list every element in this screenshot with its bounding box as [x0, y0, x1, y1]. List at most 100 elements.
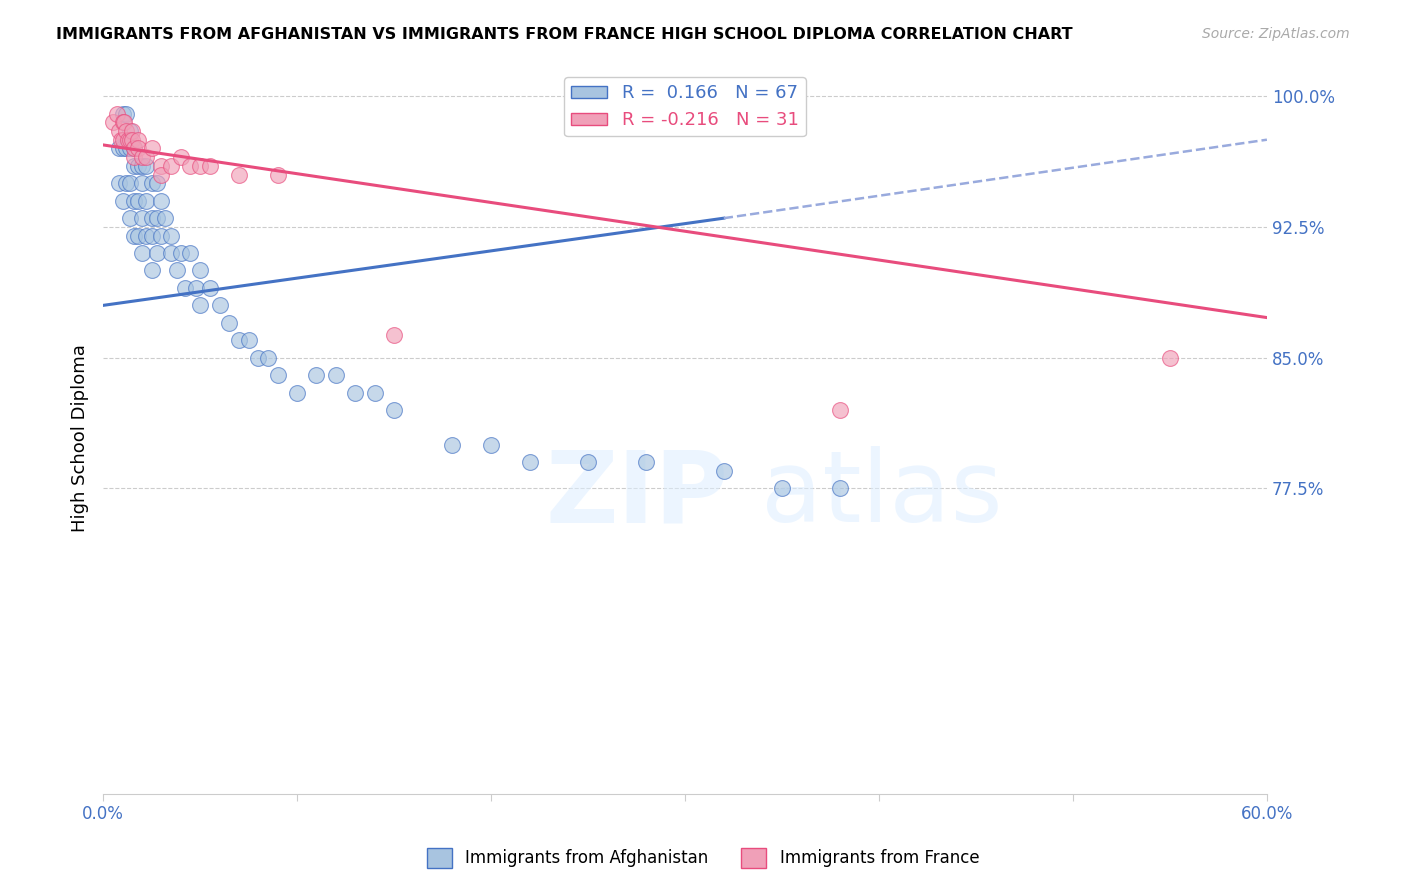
Point	[131, 159, 153, 173]
Point	[122, 141, 145, 155]
Point	[141, 141, 163, 155]
Point	[122, 150, 145, 164]
Point	[160, 159, 183, 173]
Point	[141, 211, 163, 226]
Point	[150, 228, 173, 243]
Point	[115, 124, 138, 138]
Point	[170, 246, 193, 260]
Point	[107, 141, 129, 155]
Point	[770, 482, 793, 496]
Point	[170, 150, 193, 164]
Point	[122, 141, 145, 155]
Point	[173, 281, 195, 295]
Point	[121, 124, 143, 138]
Point	[519, 455, 541, 469]
Point	[179, 159, 201, 173]
Point	[257, 351, 280, 365]
Point	[135, 150, 157, 164]
Point	[150, 159, 173, 173]
Point	[122, 228, 145, 243]
Point	[153, 211, 176, 226]
Point	[830, 403, 852, 417]
Point	[131, 246, 153, 260]
Point	[120, 133, 142, 147]
Point	[120, 176, 142, 190]
Point	[150, 168, 173, 182]
Point	[141, 263, 163, 277]
Point	[110, 133, 132, 147]
Point	[127, 133, 149, 147]
Point	[120, 141, 142, 155]
Point	[713, 464, 735, 478]
Text: IMMIGRANTS FROM AFGHANISTAN VS IMMIGRANTS FROM FRANCE HIGH SCHOOL DIPLOMA CORREL: IMMIGRANTS FROM AFGHANISTAN VS IMMIGRANT…	[56, 27, 1073, 42]
Point	[479, 438, 502, 452]
Point	[576, 455, 599, 469]
Legend: Immigrants from Afghanistan, Immigrants from France: Immigrants from Afghanistan, Immigrants …	[420, 841, 986, 875]
Point	[1159, 351, 1181, 365]
Point	[120, 211, 142, 226]
Point	[198, 159, 221, 173]
Point	[218, 316, 240, 330]
Point	[111, 133, 134, 147]
Point	[208, 298, 231, 312]
Point	[120, 124, 142, 138]
Point	[344, 385, 367, 400]
Text: atlas: atlas	[761, 446, 1002, 543]
Point	[115, 141, 138, 155]
Point	[363, 385, 385, 400]
Point	[117, 133, 139, 147]
Point	[198, 281, 221, 295]
Point	[131, 211, 153, 226]
Point	[107, 176, 129, 190]
Point	[830, 482, 852, 496]
Point	[146, 211, 169, 226]
Point	[188, 159, 211, 173]
Point	[441, 438, 464, 452]
Point	[135, 194, 157, 208]
Point	[382, 403, 405, 417]
Point	[105, 106, 128, 120]
Point	[382, 328, 405, 343]
Point	[267, 368, 290, 383]
Text: ZIP: ZIP	[546, 446, 728, 543]
Point	[122, 159, 145, 173]
Point	[127, 141, 149, 155]
Point	[111, 194, 134, 208]
Point	[127, 194, 149, 208]
Point	[188, 263, 211, 277]
Point	[228, 333, 250, 347]
Point	[146, 246, 169, 260]
Point	[305, 368, 328, 383]
Point	[135, 159, 157, 173]
Point	[131, 176, 153, 190]
Point	[111, 106, 134, 120]
Point	[141, 176, 163, 190]
Point	[107, 124, 129, 138]
Y-axis label: High School Diploma: High School Diploma	[72, 344, 89, 532]
Point	[127, 228, 149, 243]
Point	[179, 246, 201, 260]
Point	[325, 368, 347, 383]
Point	[636, 455, 658, 469]
Point	[122, 194, 145, 208]
Point	[166, 263, 188, 277]
Point	[115, 176, 138, 190]
Point	[186, 281, 208, 295]
Legend: R =  0.166   N = 67, R = -0.216   N = 31: R = 0.166 N = 67, R = -0.216 N = 31	[564, 77, 806, 136]
Point	[101, 115, 124, 129]
Point	[188, 298, 211, 312]
Text: Source: ZipAtlas.com: Source: ZipAtlas.com	[1202, 27, 1350, 41]
Point	[267, 168, 290, 182]
Point	[121, 133, 143, 147]
Point	[135, 228, 157, 243]
Point	[238, 333, 260, 347]
Point	[131, 150, 153, 164]
Point	[111, 115, 134, 129]
Point	[160, 228, 183, 243]
Point	[146, 176, 169, 190]
Point	[150, 194, 173, 208]
Point	[228, 168, 250, 182]
Point	[115, 106, 138, 120]
Point	[247, 351, 270, 365]
Point	[160, 246, 183, 260]
